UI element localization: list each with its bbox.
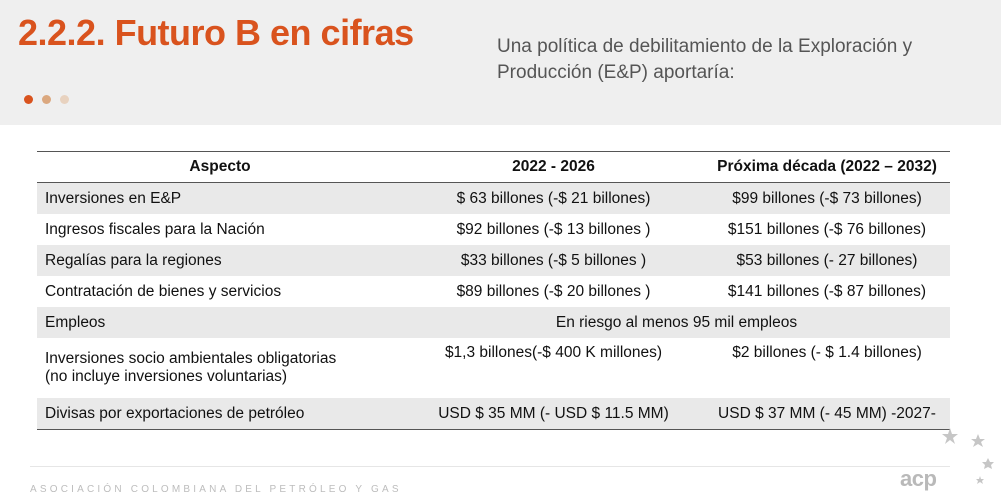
page-title: 2.2.2. Futuro B en cifras: [18, 12, 414, 53]
table-cell: $89 billones (-$ 20 billones ): [456, 282, 651, 300]
table-cell: Regalías para la regiones: [37, 245, 403, 276]
table-cell-merged: En riesgo al menos 95 mil empleos: [403, 307, 950, 338]
cell-line-note: (no incluye inversiones voluntarias): [45, 368, 288, 385]
table-header-row: Aspecto 2022 - 2026 Próxima década (2022…: [37, 151, 950, 183]
table-row: Divisas por exportaciones de petróleo US…: [37, 398, 950, 430]
table-cell: Ingresos fiscales para la Nación: [45, 220, 265, 238]
page-subtitle: Una política de debilitamiento de la Exp…: [497, 36, 913, 83]
table-cell: $ 63 billones (-$ 21 billones): [403, 182, 704, 214]
column-header-proxima-decada: Próxima década (2022 – 2032): [704, 151, 950, 183]
dot: [60, 95, 69, 104]
table-row: Inversiones socio ambientales obligatori…: [37, 338, 950, 398]
table-row: Regalías para la regiones $33 billones (…: [37, 245, 950, 276]
table-cell: $1,3 billones(-$ 400 K millones): [444, 344, 663, 361]
table-cell: $151 billones (-$ 76 billones): [727, 220, 927, 238]
table-cell: $92 billones (-$ 13 billones ): [456, 220, 651, 238]
table-row: Inversiones en E&P $ 63 billones (-$ 21 …: [37, 182, 950, 214]
table-cell: Inversiones socio ambientales obligatori…: [37, 338, 403, 398]
footer-divider: [30, 466, 950, 467]
acp-logo: acp: [900, 466, 937, 491]
table-cell: USD $ 37 MM (- 45 MM) -2027-: [704, 398, 950, 430]
column-header-aspecto: Aspecto: [37, 151, 403, 183]
table-row: Contratación de bienes y servicios $89 b…: [37, 276, 950, 307]
table-cell: Divisas por exportaciones de petróleo: [37, 398, 403, 430]
table-cell: $99 billones (-$ 73 billones): [704, 182, 950, 214]
footer-association: ASOCIACIÓN COLOMBIANA DEL PETRÓLEO Y GAS: [30, 484, 402, 495]
table-cell: Empleos: [37, 307, 403, 338]
acp-logo-stars-icon: [942, 428, 994, 484]
table-cell: Contratación de bienes y servicios: [45, 282, 282, 300]
table-cell: $2 billones (- $ 1.4 billones): [732, 344, 922, 361]
cell-line: Inversiones socio ambientales obligatori…: [45, 350, 337, 367]
pagination-dots: [24, 91, 78, 109]
table-cell: $33 billones (-$ 5 billones ): [403, 245, 704, 276]
table-cell: $141 billones (-$ 87 billones): [727, 282, 927, 300]
table-row: Empleos En riesgo al menos 95 mil empleo…: [37, 307, 950, 338]
table-row: Ingresos fiscales para la Nación $92 bil…: [37, 214, 950, 245]
table-cell: $53 billones (- 27 billones): [704, 245, 950, 276]
figures-table: Aspecto 2022 - 2026 Próxima década (2022…: [37, 151, 950, 430]
table-cell: Inversiones en E&P: [37, 182, 403, 214]
header-band: 2.2.2. Futuro B en cifras Una política d…: [0, 0, 1001, 125]
dot: [42, 95, 51, 104]
dot-active: [24, 95, 33, 104]
column-header-2022-2026: 2022 - 2026: [403, 151, 704, 183]
table-cell: USD $ 35 MM (- USD $ 11.5 MM): [403, 398, 704, 430]
